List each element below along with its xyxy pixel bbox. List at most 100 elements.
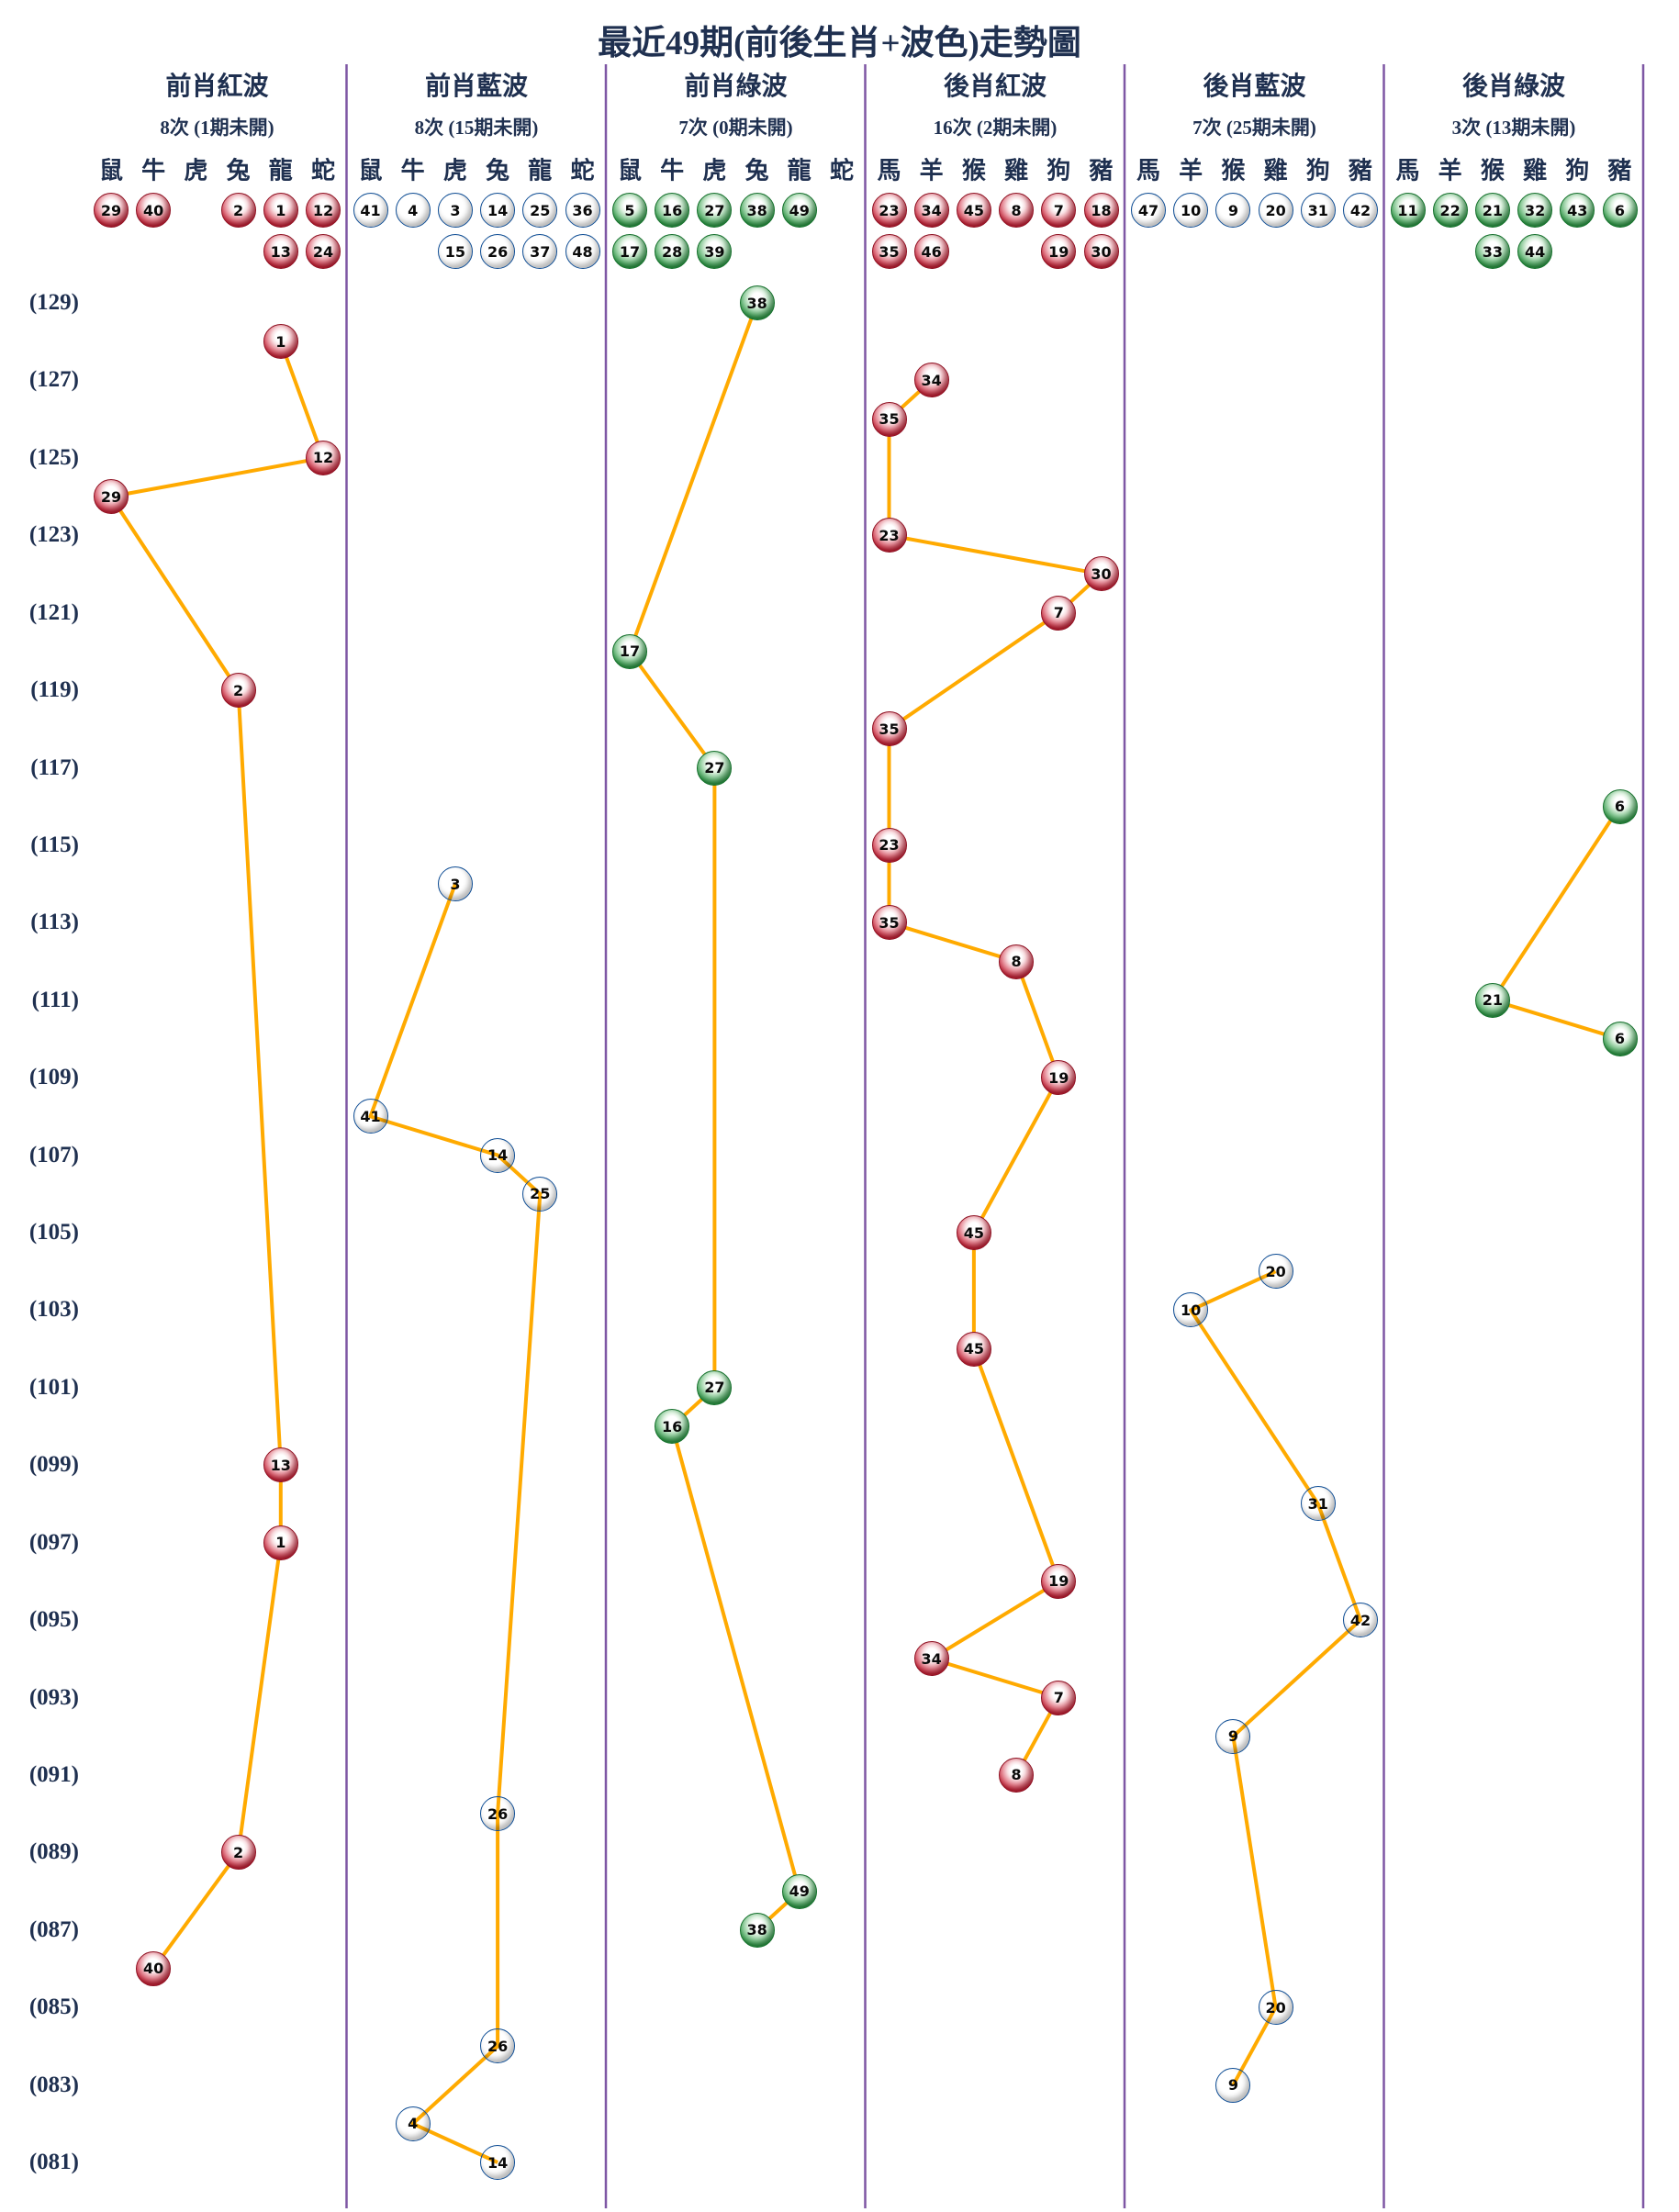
header-ball: 38 [739,193,775,228]
chart-ball: 7 [1041,595,1077,631]
chart-ball: 31 [1300,1486,1336,1522]
trend-line [1490,805,1622,1041]
zodiac-label: 兔 [226,157,251,184]
chart-ball: 9 [1215,1718,1251,1754]
header-ball: 11 [1390,193,1426,228]
period-label: (097) [28,1529,79,1555]
column-title: 前肖綠波 [684,73,788,101]
header-ball: 46 [913,234,949,269]
chart-ball: 14 [480,1137,516,1173]
header-ball: 37 [522,234,558,269]
zodiac-label: 豬 [1348,157,1373,184]
zodiac-label: 雞 [1523,157,1548,184]
header-ball: 34 [913,193,949,228]
period-label: (085) [28,1994,79,2020]
chart-ball: 27 [697,1369,733,1405]
column-subtitle: 3次 (13期未開) [1451,117,1576,139]
header-ball: 47 [1131,193,1166,228]
period-label: (115) [30,832,79,857]
zodiac-label: 蛇 [310,157,336,184]
header-ball: 41 [353,193,388,228]
chart-ball: 19 [1041,1563,1077,1599]
header-ball: 5 [612,193,647,228]
header-ball: 35 [871,234,907,269]
zodiac-label: 狗 [1305,157,1330,184]
header-ball: 26 [480,234,516,269]
zodiac-label: 猴 [1221,157,1246,184]
period-label: (081) [28,2150,79,2174]
header-ball: 4 [395,193,431,228]
header-ball: 2 [220,193,256,228]
zodiac-label: 羊 [919,157,944,184]
chart-ball: 23 [871,827,907,863]
trend-line [628,302,801,1932]
chart-ball: 35 [871,905,907,941]
chart-ball: 20 [1258,1990,1293,2026]
header-ball: 18 [1083,193,1119,228]
chart-ball: 16 [655,1409,690,1445]
zodiac-label: 虎 [702,157,727,184]
column-subtitle: 8次 (15期未開) [414,117,539,139]
header-ball: 20 [1258,193,1293,228]
header-ball: 6 [1602,193,1638,228]
chart-ball: 35 [871,401,907,437]
period-label: (109) [28,1065,79,1090]
header-ball: 24 [306,234,341,269]
chart-ball: 3 [437,866,473,902]
period-label: (093) [28,1684,79,1710]
chart-ball: 8 [999,1757,1035,1793]
zodiac-label: 蛇 [829,157,855,184]
period-label: (111) [31,987,79,1012]
chart-ball: 8 [999,944,1035,979]
chart-ball: 1 [263,324,298,360]
chart-ball: 2 [220,1835,256,1871]
zodiac-label: 雞 [1263,157,1288,184]
header-ball: 44 [1517,234,1553,269]
header-ball: 1 [263,193,298,228]
period-label: (125) [28,444,79,470]
chart-ball: 17 [612,633,647,669]
zodiac-label: 羊 [1179,157,1203,184]
chart-ball: 45 [956,1331,991,1367]
zodiac-label: 猴 [961,157,986,184]
chart-ball: 19 [1041,1060,1077,1096]
chart-ball: 29 [94,479,129,515]
zodiac-label: 猴 [1480,157,1505,184]
column-title: 前肖紅波 [165,73,269,101]
header-ball: 12 [306,193,341,228]
zodiac-label: 羊 [1438,157,1462,184]
header-ball: 23 [871,193,907,228]
header-ball: 22 [1432,193,1468,228]
header-ball: 45 [956,193,991,228]
period-label: (129) [28,290,79,315]
period-label: (107) [28,1142,79,1167]
header-ball: 29 [94,193,129,228]
header-ball: 8 [999,193,1035,228]
chart-ball: 12 [306,440,341,475]
header-ball: 32 [1517,193,1553,228]
header-ball: 17 [612,234,647,269]
chart-ball: 30 [1083,556,1119,592]
header-ball: 10 [1173,193,1209,228]
period-label: (095) [28,1607,79,1633]
zodiac-label: 鼠 [98,157,124,184]
header-ball: 39 [697,234,733,269]
chart-ball: 2 [220,673,256,709]
chart-ball: 23 [871,518,907,553]
header-ball: 42 [1343,193,1378,228]
chart-ball: 45 [956,1215,991,1250]
chart-ball: 34 [913,363,949,398]
header-ball: 14 [480,193,516,228]
header-ball: 21 [1474,193,1510,228]
header-ball: 25 [522,193,558,228]
zodiac-label: 龍 [268,157,293,184]
period-label: (123) [28,522,79,548]
column-title: 後肖藍波 [1203,73,1306,101]
zodiac-label: 豬 [1607,157,1632,184]
period-label: (121) [28,599,79,625]
chart-ball: 14 [480,2145,516,2180]
zodiac-label: 龍 [528,157,553,184]
header-ball: 40 [136,193,172,228]
header-ball: 43 [1560,193,1595,228]
